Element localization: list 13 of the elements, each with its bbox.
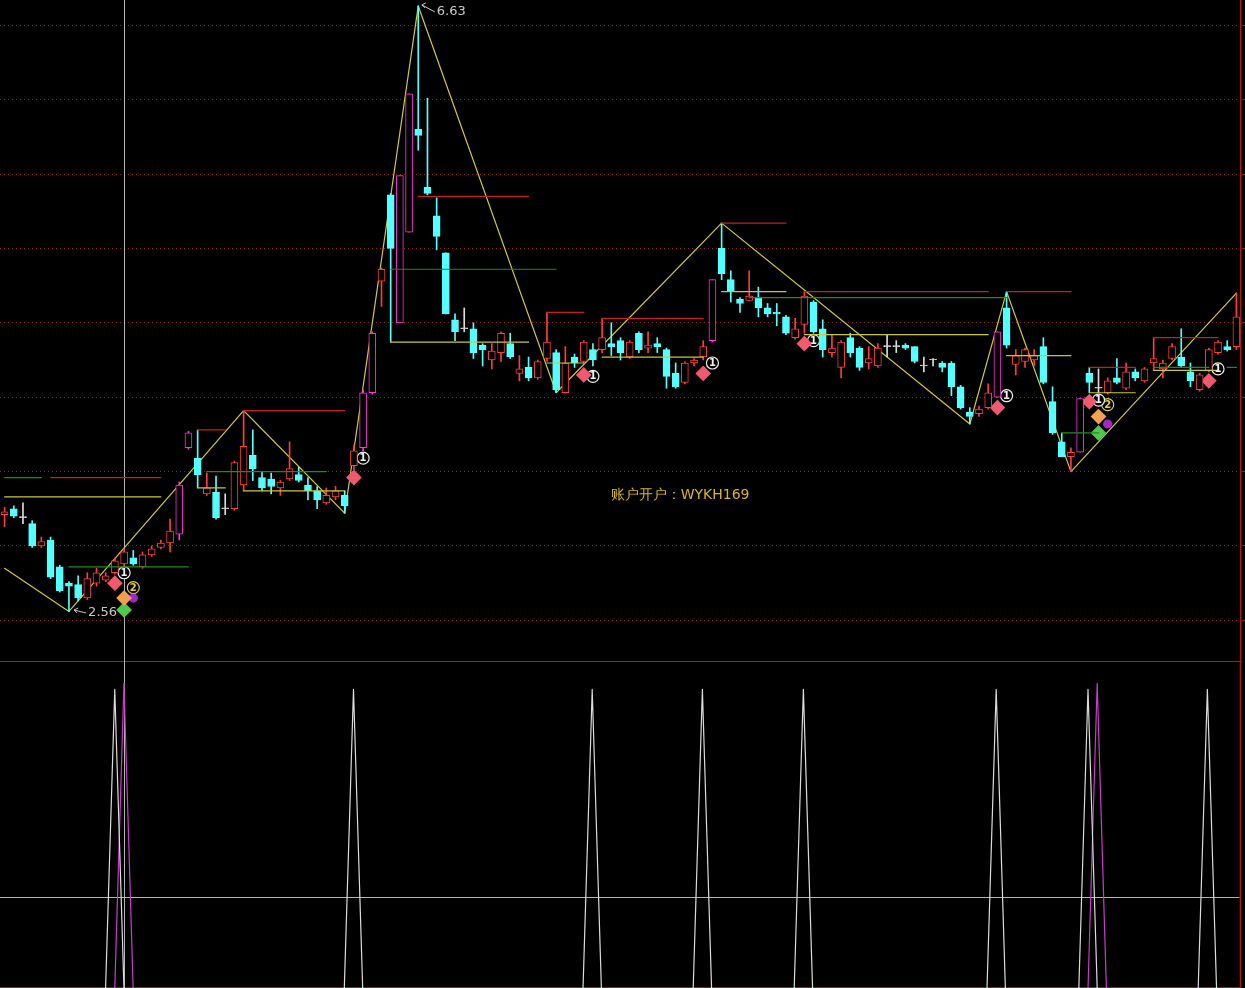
text: 1 <box>359 452 367 464</box>
text: 1 <box>120 566 128 578</box>
text: 1 <box>589 370 597 382</box>
series-label: 1 <box>810 334 818 346</box>
text: 1 <box>1214 363 1222 375</box>
text: 1 <box>1095 394 1102 406</box>
annotation: 2.56 <box>88 604 118 620</box>
text: 2 <box>129 581 137 593</box>
series-label: 2 <box>1104 398 1112 410</box>
annotation: 账户开户：WYKH169 <box>610 485 750 502</box>
text: 1 <box>708 357 716 369</box>
annotation: 6.63 <box>436 3 466 19</box>
text: 1 <box>1003 389 1011 401</box>
